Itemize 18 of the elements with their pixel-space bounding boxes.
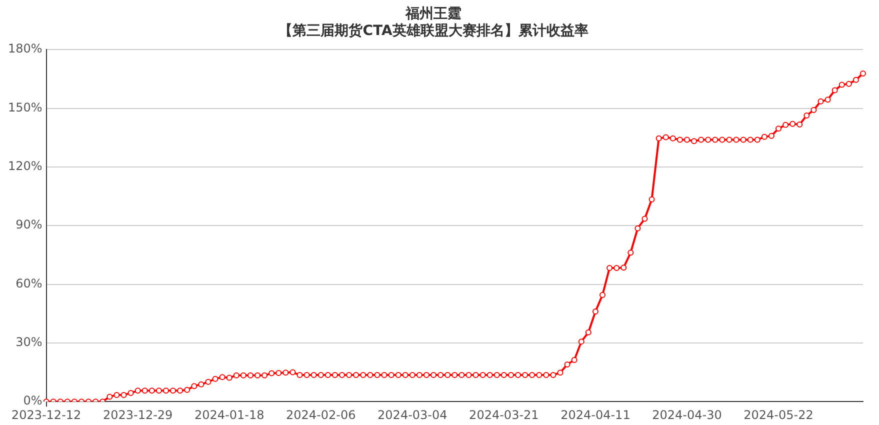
y-tick-label: 180% bbox=[8, 42, 42, 56]
x-tick-label: 2024-04-30 bbox=[652, 408, 722, 422]
x-tick-label: 2024-05-22 bbox=[744, 408, 814, 422]
x-tick-label: 2024-04-11 bbox=[560, 408, 630, 422]
x-tick-label: 2024-03-21 bbox=[469, 408, 539, 422]
y-tick-label: 150% bbox=[8, 100, 42, 114]
y-tick-label: 60% bbox=[16, 276, 42, 290]
y-tick-label: 90% bbox=[16, 218, 42, 232]
x-tick-label: 2024-02-06 bbox=[286, 408, 356, 422]
y-tick-label: 0% bbox=[23, 394, 42, 408]
y-tick-label: 120% bbox=[8, 159, 42, 174]
x-tick-label: 2023-12-12 bbox=[11, 408, 82, 422]
x-tick-label: 2024-03-04 bbox=[378, 408, 448, 422]
x-tick-label: 2023-12-29 bbox=[102, 408, 173, 422]
chart-title: 福州王霆 bbox=[404, 5, 462, 22]
x-tick-label: 2024-01-18 bbox=[194, 408, 264, 422]
chart-subtitle: 【第三届期货CTA英雄联盟大赛排名】累计收益率 bbox=[278, 22, 588, 39]
y-tick-label: 30% bbox=[16, 335, 42, 350]
